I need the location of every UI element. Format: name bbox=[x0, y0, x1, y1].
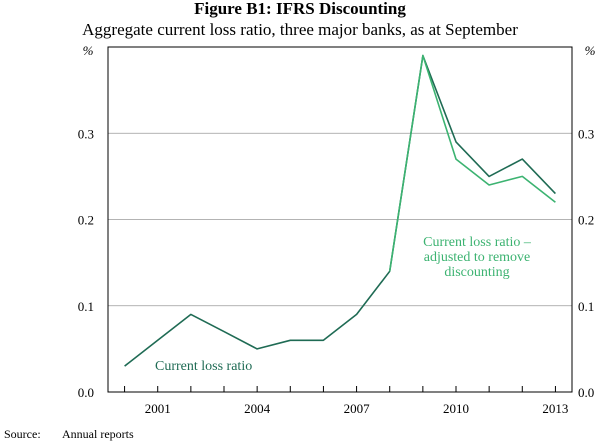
y-tick-label-right: 0.0 bbox=[578, 385, 594, 400]
y-tick-label-right: 0.1 bbox=[578, 299, 594, 314]
x-axis: 2001 2004 2007 2010 2013 bbox=[124, 386, 568, 416]
series-label-current: Current loss ratio bbox=[155, 359, 252, 374]
source-note: Source: Annual reports bbox=[4, 427, 134, 442]
y-tick-label-left: 0.3 bbox=[78, 126, 94, 141]
series-label-adjusted: Current loss ratio – bbox=[423, 235, 532, 250]
gridlines bbox=[108, 132, 572, 307]
x-tick-label: 2013 bbox=[542, 401, 568, 416]
plot-frame bbox=[107, 46, 573, 393]
x-tick-label: 2007 bbox=[344, 401, 371, 416]
series-label-adjusted: adjusted to remove bbox=[424, 250, 531, 265]
current-loss-ratio-line bbox=[124, 54, 556, 367]
y-tick-label-left: 0.2 bbox=[78, 213, 94, 228]
x-tick-label: 2004 bbox=[244, 401, 271, 416]
series-lines bbox=[124, 54, 556, 367]
y-unit-right: % bbox=[585, 43, 596, 58]
y-axis-left: 0.0 0.1 0.2 0.3 bbox=[78, 126, 94, 400]
chart-title: Figure B1: IFRS Discounting bbox=[194, 0, 406, 18]
y-tick-label-left: 0.0 bbox=[78, 385, 94, 400]
adjusted-loss-ratio-line bbox=[388, 54, 556, 272]
source-text: Annual reports bbox=[62, 427, 134, 441]
y-tick-label-right: 0.3 bbox=[578, 126, 594, 141]
x-tick-label: 2001 bbox=[145, 401, 171, 416]
series-label-adjusted: discounting bbox=[444, 265, 509, 280]
chart-subtitle: Aggregate current loss ratio, three majo… bbox=[82, 20, 518, 39]
y-tick-label-right: 0.2 bbox=[578, 213, 594, 228]
y-tick-label-left: 0.1 bbox=[78, 299, 94, 314]
x-tick-label: 2010 bbox=[443, 401, 469, 416]
source-label: Source: bbox=[4, 427, 41, 441]
y-axis-right: 0.0 0.1 0.2 0.3 bbox=[578, 126, 594, 400]
series-labels: Current loss ratio Current loss ratio –ad… bbox=[155, 235, 532, 374]
y-unit-left: % bbox=[83, 43, 94, 58]
